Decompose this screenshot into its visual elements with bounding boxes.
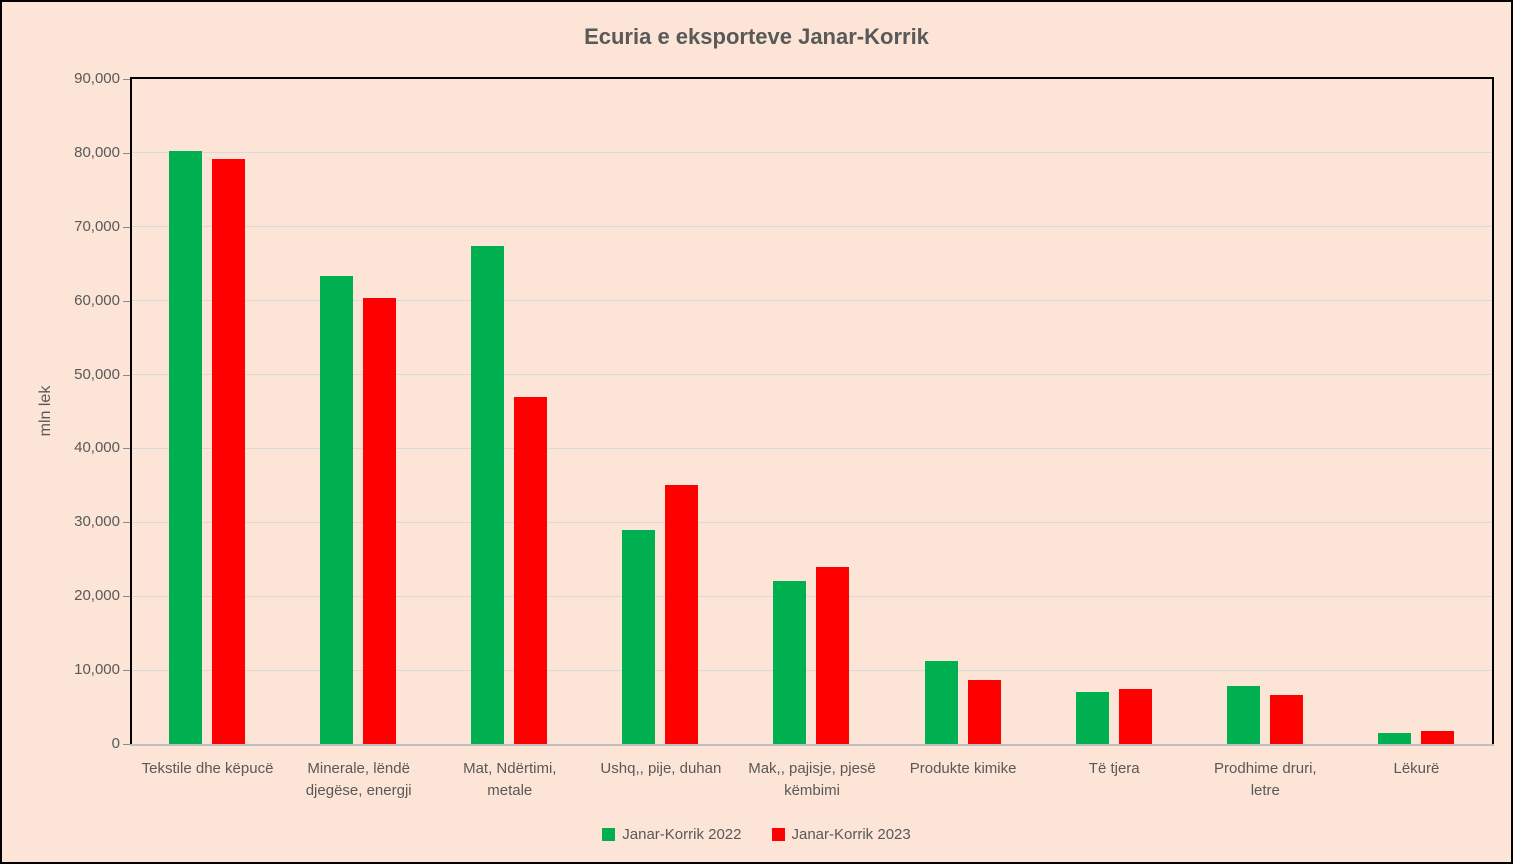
bar-janar-korrik-2023	[1420, 730, 1454, 744]
y-tick-label: 70,000	[74, 217, 120, 235]
bar-janar-korrik-2023	[816, 567, 850, 744]
legend-item-2022: Janar-Korrik 2022	[602, 826, 742, 843]
bar-janar-korrik-2023	[1118, 689, 1152, 744]
x-category-label: Lëkurë	[1393, 760, 1440, 777]
bar-janar-korrik-2022	[471, 246, 505, 744]
gridline	[132, 226, 1492, 228]
x-category-label: Tekstile dhe këpucë	[141, 760, 274, 777]
y-tick-mark	[123, 374, 130, 376]
x-category-label: Produkte kimike	[909, 760, 1017, 777]
y-tick-mark	[123, 226, 130, 228]
bar-janar-korrik-2023	[967, 679, 1001, 744]
bar-janar-korrik-2022	[1075, 692, 1109, 744]
bar-janar-korrik-2022	[169, 150, 202, 744]
gridline	[132, 595, 1492, 597]
legend-item-2023: Janar-Korrik 2023	[771, 826, 911, 843]
x-category-label: Ushq,, pije, duhan	[600, 760, 722, 777]
y-tick-mark	[123, 448, 130, 450]
bar-janar-korrik-2022	[320, 276, 354, 744]
x-category-label: Të tjera	[1088, 760, 1140, 777]
bar-janar-korrik-2023	[1269, 695, 1303, 744]
bar-janar-korrik-2023	[514, 397, 548, 744]
y-tick-label: 80,000	[74, 143, 120, 161]
y-tick-mark	[123, 596, 130, 598]
gridline	[132, 300, 1492, 302]
bar-janar-korrik-2022	[622, 529, 656, 744]
bar-janar-korrik-2022	[1226, 685, 1260, 744]
bar-janar-korrik-2022	[773, 581, 807, 744]
legend-label-2022: Janar-Korrik 2022	[622, 826, 742, 843]
bar-janar-korrik-2023	[212, 158, 245, 744]
y-tick-mark	[123, 670, 130, 672]
x-axis-line	[130, 744, 1494, 746]
legend-swatch-2023-icon	[771, 828, 785, 841]
gridline	[132, 152, 1492, 154]
x-category-label: Minerale, lëndë djegëse, energji	[305, 760, 412, 799]
chart-title: Ecuria e eksporteve Janar-Korrik	[584, 24, 929, 49]
y-tick-label: 50,000	[74, 365, 120, 383]
y-axis-title: mln lek	[37, 385, 54, 437]
y-tick-mark	[123, 79, 130, 80]
y-tick-label: 30,000	[74, 513, 120, 531]
legend-label-2023: Janar-Korrik 2023	[791, 826, 911, 843]
legend-swatch-2022-icon	[602, 828, 616, 841]
y-tick-mark	[123, 152, 130, 154]
y-tick-mark	[123, 522, 130, 524]
x-category-label: Prodhime druri, letre	[1214, 760, 1317, 799]
bar-janar-korrik-2022	[924, 660, 958, 744]
y-tick-label: 20,000	[74, 587, 120, 605]
gridline	[132, 447, 1492, 449]
y-tick-label: 0	[111, 735, 120, 752]
x-category-label: Mat, Ndërtimi, metale	[463, 760, 557, 799]
gridline	[132, 521, 1492, 523]
gridline	[132, 669, 1492, 671]
legend: Janar-Korrik 2022 Janar-Korrik 2023	[2, 826, 1511, 843]
y-tick-label: 10,000	[74, 661, 120, 679]
plot-area	[130, 77, 1494, 744]
y-tick-label: 90,000	[74, 70, 120, 87]
y-tick-label: 40,000	[74, 439, 120, 457]
gridline	[132, 374, 1492, 376]
bar-janar-korrik-2022	[1377, 732, 1411, 744]
x-category-label: Mak,, pajisje, pjesë këmbimi	[748, 760, 876, 799]
bar-janar-korrik-2023	[665, 484, 699, 744]
y-tick-label: 60,000	[74, 291, 120, 309]
y-tick-mark	[123, 300, 130, 302]
y-tick-mark	[123, 744, 130, 745]
x-axis-labels: Tekstile dhe këpucë Minerale, lëndë djegë…	[132, 758, 1492, 802]
bar-janar-korrik-2023	[363, 298, 397, 744]
